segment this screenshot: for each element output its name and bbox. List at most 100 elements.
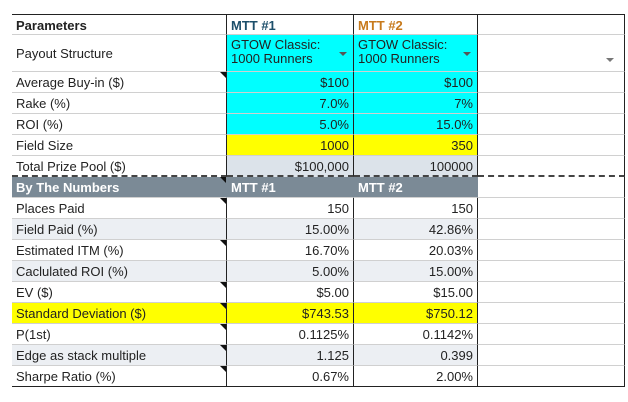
- numbers-mtt2-value[interactable]: 0.399: [354, 345, 478, 366]
- param-mtt1-value[interactable]: 1000: [227, 135, 354, 156]
- param-mtt1-value[interactable]: 7.0%: [227, 93, 354, 114]
- empty-cell[interactable]: [478, 14, 625, 35]
- numbers-row: Caclulated ROI (%) 5.00% 15.00%: [12, 261, 625, 282]
- empty-cell[interactable]: [478, 156, 625, 177]
- numbers-label[interactable]: Sharpe Ratio (%): [12, 366, 227, 387]
- empty-cell[interactable]: [478, 35, 625, 72]
- param-mtt2-value[interactable]: 100000: [354, 156, 478, 177]
- mtt2-header[interactable]: MTT #2: [354, 14, 478, 35]
- param-row: Field Size 1000 350: [12, 135, 625, 156]
- numbers-mtt2-value[interactable]: 2.00%: [354, 366, 478, 387]
- note-marker-icon: [220, 366, 226, 372]
- numbers-mtt1-value[interactable]: 150: [227, 198, 354, 219]
- numbers-label[interactable]: P(1st): [12, 324, 227, 345]
- numbers-mtt1-value[interactable]: 0.1125%: [227, 324, 354, 345]
- payout-structure-label[interactable]: Payout Structure: [12, 35, 227, 72]
- empty-cell[interactable]: [478, 261, 625, 282]
- numbers-row: Sharpe Ratio (%) 0.67% 2.00%: [12, 366, 625, 387]
- dropdown-line-1: GTOW Classic:: [231, 37, 321, 52]
- dropdown-line-1: GTOW Classic:: [358, 37, 448, 52]
- numbers-row: Field Paid (%) 15.00% 42.86%: [12, 219, 625, 240]
- numbers-header-row: By The Numbers MTT #1 MTT #2: [12, 177, 625, 198]
- numbers-mtt2-value[interactable]: $15.00: [354, 282, 478, 303]
- param-row: Total Prize Pool ($) $100,000 100000: [12, 156, 625, 177]
- param-label[interactable]: Average Buy-in ($): [12, 72, 227, 93]
- numbers-label[interactable]: EV ($): [12, 282, 227, 303]
- numbers-mtt1-value[interactable]: 0.67%: [227, 366, 354, 387]
- chevron-down-icon[interactable]: [339, 52, 347, 56]
- numbers-row: EV ($) $5.00 $15.00: [12, 282, 625, 303]
- numbers-mtt1-value[interactable]: 15.00%: [227, 219, 354, 240]
- numbers-label[interactable]: Field Paid (%): [12, 219, 227, 240]
- numbers-label[interactable]: Estimated ITM (%): [12, 240, 227, 261]
- dropdown-line-2: 1000 Runners: [358, 51, 440, 66]
- chevron-down-icon[interactable]: [463, 52, 471, 56]
- spreadsheet-grid: Parameters MTT #1 MTT #2 Payout Structur…: [12, 14, 625, 387]
- param-label[interactable]: Rake (%): [12, 93, 227, 114]
- param-mtt2-value[interactable]: 350: [354, 135, 478, 156]
- numbers-mtt1-value[interactable]: $743.53: [227, 303, 354, 324]
- numbers-header[interactable]: By The Numbers: [12, 177, 227, 198]
- numbers-mtt1-header[interactable]: MTT #1: [227, 177, 354, 198]
- empty-cell[interactable]: [478, 114, 625, 135]
- numbers-mtt2-value[interactable]: 0.1142%: [354, 324, 478, 345]
- empty-cell[interactable]: [478, 177, 625, 198]
- numbers-row: Estimated ITM (%) 16.70% 20.03%: [12, 240, 625, 261]
- note-marker-icon: [220, 345, 226, 351]
- note-marker-icon: [220, 240, 226, 246]
- numbers-label[interactable]: Places Paid: [12, 198, 227, 219]
- numbers-mtt1-value[interactable]: $5.00: [227, 282, 354, 303]
- empty-cell[interactable]: [478, 303, 625, 324]
- param-mtt1-value[interactable]: $100: [227, 72, 354, 93]
- param-mtt1-value[interactable]: $100,000: [227, 156, 354, 177]
- numbers-mtt2-value[interactable]: 15.00%: [354, 261, 478, 282]
- parameters-header[interactable]: Parameters: [12, 14, 227, 35]
- numbers-row: Places Paid 150 150: [12, 198, 625, 219]
- parameters-header-row: Parameters MTT #1 MTT #2: [12, 14, 625, 35]
- note-marker-icon: [220, 72, 226, 78]
- note-marker-icon: [220, 303, 226, 309]
- numbers-mtt1-value[interactable]: 16.70%: [227, 240, 354, 261]
- numbers-label[interactable]: Standard Deviation ($): [12, 303, 227, 324]
- numbers-row: P(1st) 0.1125% 0.1142%: [12, 324, 625, 345]
- numbers-mtt1-value[interactable]: 5.00%: [227, 261, 354, 282]
- empty-cell[interactable]: [478, 240, 625, 261]
- empty-cell[interactable]: [478, 366, 625, 387]
- numbers-mtt2-header[interactable]: MTT #2: [354, 177, 478, 198]
- param-label[interactable]: Total Prize Pool ($): [12, 156, 227, 177]
- empty-cell[interactable]: [478, 345, 625, 366]
- numbers-mtt2-value[interactable]: 150: [354, 198, 478, 219]
- chevron-down-icon[interactable]: [606, 58, 614, 62]
- numbers-row: Standard Deviation ($) $743.53 $750.12: [12, 303, 625, 324]
- param-mtt2-value[interactable]: $100: [354, 72, 478, 93]
- empty-cell[interactable]: [478, 282, 625, 303]
- payout-structure-row: Payout Structure GTOW Classic: 1000 Runn…: [12, 35, 625, 72]
- empty-cell[interactable]: [478, 219, 625, 240]
- empty-cell[interactable]: [478, 198, 625, 219]
- numbers-label[interactable]: Caclulated ROI (%): [12, 261, 227, 282]
- dropdown-line-2: 1000 Runners: [231, 51, 313, 66]
- numbers-mtt2-value[interactable]: 42.86%: [354, 219, 478, 240]
- numbers-label[interactable]: Edge as stack multiple: [12, 345, 227, 366]
- empty-cell[interactable]: [478, 93, 625, 114]
- param-mtt2-value[interactable]: 15.0%: [354, 114, 478, 135]
- payout-structure-mtt2-dropdown[interactable]: GTOW Classic: 1000 Runners: [354, 35, 478, 72]
- param-mtt2-value[interactable]: 7%: [354, 93, 478, 114]
- param-row: ROI (%) 5.0% 15.0%: [12, 114, 625, 135]
- param-row: Rake (%) 7.0% 7%: [12, 93, 625, 114]
- mtt1-header[interactable]: MTT #1: [227, 14, 354, 35]
- param-label[interactable]: Field Size: [12, 135, 227, 156]
- empty-cell[interactable]: [478, 135, 625, 156]
- payout-structure-mtt1-dropdown[interactable]: GTOW Classic: 1000 Runners: [227, 35, 354, 72]
- empty-cell[interactable]: [478, 72, 625, 93]
- numbers-mtt2-value[interactable]: $750.12: [354, 303, 478, 324]
- note-marker-icon: [220, 177, 226, 183]
- numbers-row: Edge as stack multiple 1.125 0.399: [12, 345, 625, 366]
- numbers-mtt1-value[interactable]: 1.125: [227, 345, 354, 366]
- empty-cell[interactable]: [478, 324, 625, 345]
- numbers-mtt2-value[interactable]: 20.03%: [354, 240, 478, 261]
- param-mtt1-value[interactable]: 5.0%: [227, 114, 354, 135]
- param-label[interactable]: ROI (%): [12, 114, 227, 135]
- note-marker-icon: [220, 282, 226, 288]
- param-row: Average Buy-in ($) $100 $100: [12, 72, 625, 93]
